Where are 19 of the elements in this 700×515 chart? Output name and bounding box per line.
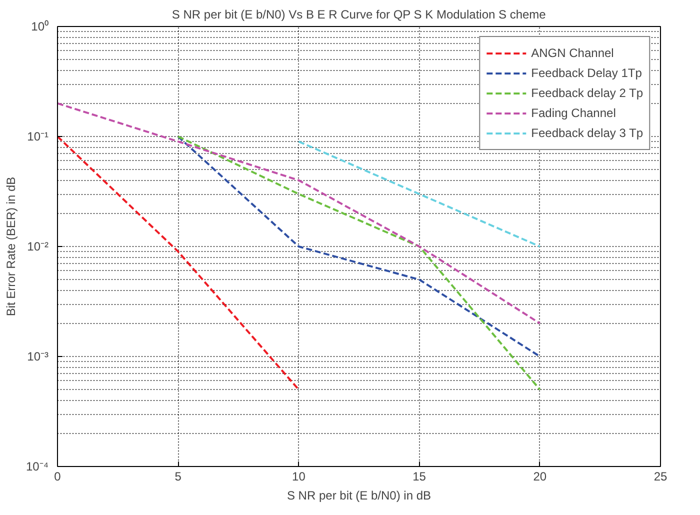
x-tick-label: 20 xyxy=(533,470,547,484)
x-tick-label: 10 xyxy=(292,470,306,484)
legend-label: Fading Channel xyxy=(531,106,616,120)
chart-title: S NR per bit (E b/N0) Vs B E R Curve for QP S K Modulation S cheme xyxy=(172,8,546,22)
y-tick-label: 10⁻¹ xyxy=(27,130,49,144)
legend-label: Feedback delay 2 Tp xyxy=(531,86,643,100)
x-axis-title: S NR per bit (E b/N0) in dB xyxy=(286,488,432,502)
x-tick-label: 15 xyxy=(412,470,426,484)
legend-label: Feedback Delay 1Tp xyxy=(531,66,642,80)
legend-label: Feedback delay 3 Tp xyxy=(531,126,643,140)
x-tick-label: 0 xyxy=(54,470,62,484)
y-tick-label: 10⁰ xyxy=(31,20,49,34)
y-axis-title: Bit Error Rate (BER) in dB xyxy=(4,176,18,316)
x-tick-label: 25 xyxy=(654,470,668,484)
y-tick-label: 10⁻³ xyxy=(27,350,49,364)
y-tick-label: 10⁻⁴ xyxy=(26,460,49,474)
y-tick-label: 10⁻² xyxy=(27,240,49,254)
legend-label: ANGN Channel xyxy=(531,46,614,60)
x-tick-label: 5 xyxy=(174,470,182,484)
